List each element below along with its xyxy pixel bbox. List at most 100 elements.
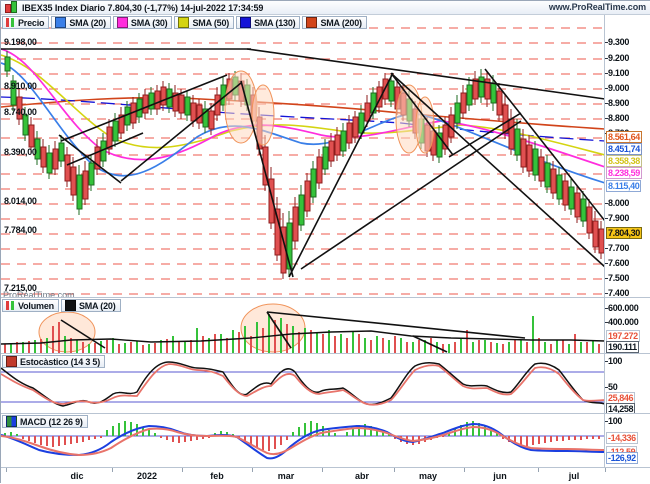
brand-label: www.ProRealTime.com bbox=[548, 2, 646, 12]
legend-label: SMA (20) bbox=[78, 300, 116, 311]
price-tick-label: 7.700 bbox=[608, 243, 630, 253]
macd-line bbox=[1, 422, 605, 460]
legend-item-sma50[interactable]: SMA (50) bbox=[174, 16, 235, 29]
time-tick-label: 2022 bbox=[136, 471, 158, 481]
stoch-tick-label: 50 bbox=[608, 382, 618, 392]
left-level-label: 8.014,00 bbox=[4, 196, 37, 206]
color-swatch-icon bbox=[240, 17, 252, 28]
time-tick-label: dic bbox=[70, 471, 84, 481]
color-swatch-icon bbox=[178, 17, 190, 28]
volume-legend: Volumen SMA (20) bbox=[2, 299, 123, 312]
time-tick-label: abr bbox=[354, 471, 370, 481]
legend-label: Estocàstico (14 3 5) bbox=[20, 356, 101, 367]
price-tick-label: 7.400 bbox=[608, 288, 630, 298]
legend-item-sma200[interactable]: SMA (200) bbox=[302, 16, 367, 29]
macd-histogram bbox=[4, 421, 600, 451]
stoch-k-line bbox=[1, 361, 605, 407]
color-swatch-icon bbox=[6, 356, 17, 367]
volume-tick-label: 400.000 bbox=[608, 317, 639, 327]
left-level-label: 9.198,00 bbox=[4, 37, 37, 47]
price-chart-svg bbox=[1, 27, 605, 295]
stoch-d-line bbox=[1, 363, 605, 406]
macd-pane: 100 -14,336 -112,59 -126,92 MACD (12 26 … bbox=[1, 413, 650, 467]
legend-label: SMA (130) bbox=[254, 17, 296, 28]
legend-item-precio[interactable]: Precio bbox=[2, 16, 50, 29]
macd-axis[interactable]: 100 -14,336 -112,59 -126,92 bbox=[604, 414, 650, 467]
color-swatch-icon bbox=[6, 416, 17, 427]
stochastic-legend: Estocàstico (14 3 5) bbox=[2, 355, 107, 368]
stochastic-axis[interactable]: 100 50 25,846 14,258 bbox=[604, 354, 650, 415]
price-axis[interactable]: 9.300 9.200 9.100 9.000 8.900 8.800 8.70… bbox=[604, 15, 650, 298]
legend-label: SMA (30) bbox=[130, 17, 168, 28]
legend-item-volume-sma20[interactable]: SMA (20) bbox=[60, 299, 121, 312]
sma50-line bbox=[1, 54, 605, 156]
sma130-value-box[interactable]: 8.451,74 bbox=[606, 143, 642, 155]
legend-item-sma20[interactable]: SMA (20) bbox=[51, 16, 111, 29]
price-plot[interactable]: 9.198,00 8.910,00 8.740,00 8.390,00 8.01… bbox=[1, 15, 605, 297]
price-tick-label: 9.100 bbox=[608, 68, 630, 78]
legend-item-macd[interactable]: MACD (12 26 9) bbox=[2, 415, 88, 428]
legend-item-sma130[interactable]: SMA (130) bbox=[236, 16, 301, 29]
candlestick-icon bbox=[3, 0, 19, 14]
sma30-value-box[interactable]: 8.238,59 bbox=[606, 167, 642, 179]
left-level-label: 8.910,00 bbox=[4, 81, 37, 91]
volume-value-box[interactable]: 190.111 bbox=[606, 341, 639, 353]
price-legend: Precio SMA (20) SMA (30) SMA (50) SMA (1… bbox=[2, 16, 369, 29]
color-swatch-icon bbox=[64, 300, 76, 311]
stochastic-pane: 100 50 25,846 14,258 Estocàstico (14 3 5… bbox=[1, 353, 650, 415]
price-tick-label: 7.500 bbox=[608, 273, 630, 283]
macd-legend: MACD (12 26 9) bbox=[2, 415, 90, 428]
macd-hist-value-box[interactable]: -14,336 bbox=[606, 432, 638, 444]
time-tick-label: jun bbox=[493, 471, 507, 481]
price-tick-label: 8.000 bbox=[608, 198, 630, 208]
stoch-tick-label: 100 bbox=[608, 356, 623, 366]
candlestick-swatch-icon bbox=[6, 18, 15, 27]
legend-label: MACD (12 26 9) bbox=[20, 416, 83, 427]
macd-tick-label: 100 bbox=[608, 416, 623, 426]
watermark-label: ProRealTime.com bbox=[3, 290, 75, 297]
macd-signal-line bbox=[1, 425, 605, 457]
time-tick-label: feb bbox=[210, 471, 224, 481]
page-title: IBEX35 Index Diario 7.804,30 (-1,77%) 14… bbox=[22, 2, 264, 13]
sma50-value-box[interactable]: 8.358,38 bbox=[606, 155, 642, 167]
legend-label: SMA (50) bbox=[192, 17, 230, 28]
legend-item-sma30[interactable]: SMA (30) bbox=[112, 16, 173, 29]
price-tick-label: 9.200 bbox=[608, 53, 630, 63]
time-tick-label: jul bbox=[568, 471, 580, 481]
trendlines bbox=[1, 48, 605, 278]
candlestick-series bbox=[4, 51, 605, 279]
price-tick-label: 7.600 bbox=[608, 258, 630, 268]
price-tick-label: 7.900 bbox=[608, 213, 630, 223]
color-swatch-icon bbox=[306, 17, 318, 28]
sma200-value-box[interactable]: 8.561,64 bbox=[606, 131, 642, 143]
left-level-label: 7.784,00 bbox=[4, 225, 37, 235]
last-price-box[interactable]: 7.804,30 bbox=[606, 227, 642, 239]
macd-value-box[interactable]: -126,92 bbox=[606, 452, 638, 464]
volume-axis[interactable]: 600.000 400.000 197.272 190.111 bbox=[604, 298, 650, 353]
legend-label: SMA (20) bbox=[69, 17, 106, 28]
left-level-label: 7.215,00 bbox=[4, 283, 37, 293]
price-tick-label: 8.900 bbox=[608, 98, 630, 108]
time-axis[interactable]: dic 2022 feb mar abr may jun jul bbox=[1, 467, 650, 484]
title-bar: IBEX35 Index Diario 7.804,30 (-1,77%) 14… bbox=[1, 0, 650, 15]
stochastic-chart-svg bbox=[1, 361, 605, 407]
legend-label: Precio bbox=[18, 17, 45, 28]
price-pane: 9.198,00 8.910,00 8.740,00 8.390,00 8.01… bbox=[1, 15, 650, 298]
sma20-value-box[interactable]: 8.115,40 bbox=[606, 180, 642, 192]
legend-label: SMA (200) bbox=[320, 17, 362, 28]
volume-tick-label: 600.000 bbox=[608, 303, 639, 313]
candlestick-swatch-icon bbox=[6, 301, 15, 310]
macd-plot[interactable] bbox=[1, 414, 605, 467]
legend-item-estocastico[interactable]: Estocàstico (14 3 5) bbox=[2, 355, 106, 368]
color-swatch-icon bbox=[116, 17, 128, 28]
volume-plot[interactable] bbox=[1, 298, 605, 353]
color-swatch-icon bbox=[55, 17, 67, 28]
price-tick-label: 9.000 bbox=[608, 83, 630, 93]
legend-label: Volumen bbox=[18, 300, 54, 311]
left-level-label: 8.390,00 bbox=[4, 147, 37, 157]
price-tick-label: 8.800 bbox=[608, 113, 630, 123]
price-tick-label: 9.300 bbox=[608, 37, 630, 47]
stochastic-plot[interactable] bbox=[1, 354, 605, 413]
legend-item-volumen[interactable]: Volumen bbox=[2, 299, 59, 312]
